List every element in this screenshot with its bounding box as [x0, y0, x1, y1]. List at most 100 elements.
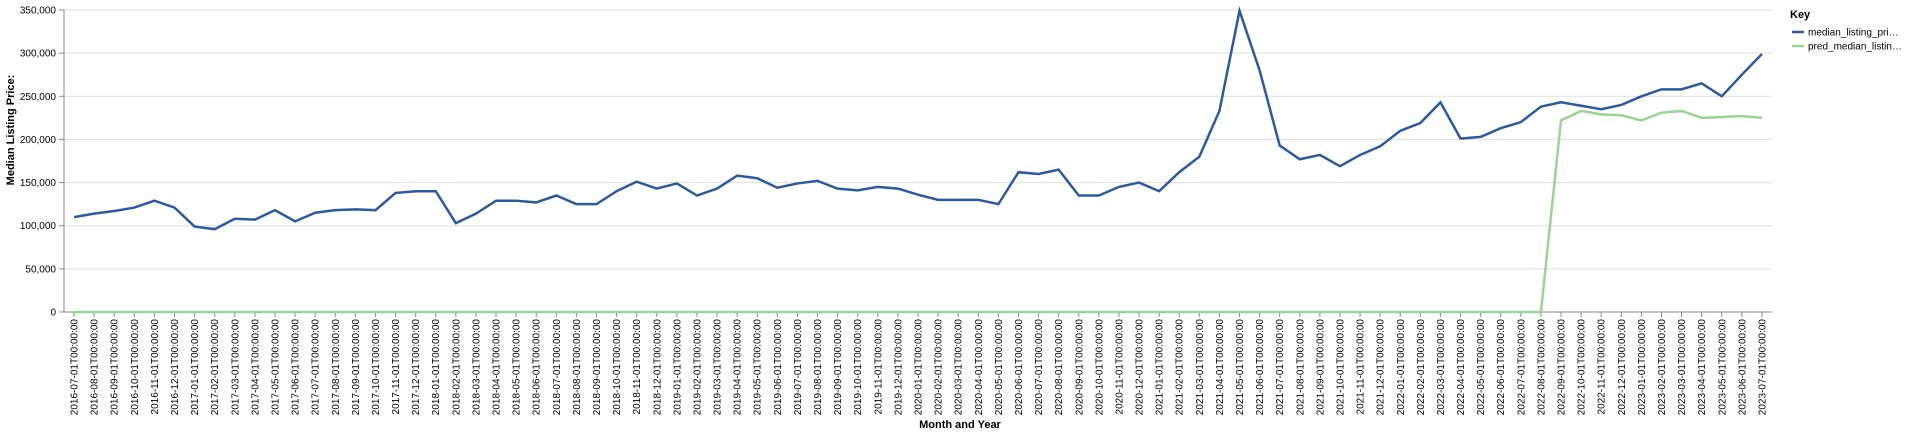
x-tick-label: 2018-11-01T00:00:00 [632, 319, 643, 415]
x-tick-label: 2016-12-01T00:00:00 [170, 319, 181, 416]
x-tick-label: 2017-03-01T00:00:00 [230, 319, 241, 416]
x-tick-label: 2016-08-01T00:00:00 [90, 319, 101, 416]
x-tick-label: 2023-07-01T00:00:00 [1757, 319, 1768, 416]
x-tick-label: 2019-02-01T00:00:00 [692, 319, 703, 416]
x-tick-label: 2016-09-01T00:00:00 [110, 319, 121, 416]
x-tick-label: 2019-03-01T00:00:00 [713, 319, 724, 416]
x-tick-label: 2017-02-01T00:00:00 [210, 319, 221, 416]
x-tick-label: 2022-11-01T00:00:00 [1597, 319, 1608, 415]
x-tick-label: 2018-07-01T00:00:00 [552, 319, 563, 416]
legend-label: pred_median_listin… [1808, 42, 1902, 53]
x-tick-label: 2017-01-01T00:00:00 [190, 319, 201, 416]
x-tick-label: 2022-08-01T00:00:00 [1536, 319, 1547, 416]
x-tick-label: 2020-05-01T00:00:00 [994, 319, 1005, 416]
x-tick-label: 2020-01-01T00:00:00 [914, 319, 925, 416]
x-tick-label: 2017-09-01T00:00:00 [351, 319, 362, 416]
x-tick-label: 2022-03-01T00:00:00 [1436, 319, 1447, 416]
x-tick-label: 2022-09-01T00:00:00 [1557, 319, 1568, 416]
x-tick-label: 2019-08-01T00:00:00 [813, 319, 824, 416]
x-tick-label: 2017-07-01T00:00:00 [311, 319, 322, 416]
y-tick-label: 200,000 [20, 135, 57, 146]
x-tick-label: 2020-10-01T00:00:00 [1094, 319, 1105, 416]
x-tick-label: 2021-08-01T00:00:00 [1295, 319, 1306, 416]
x-tick-label: 2021-12-01T00:00:00 [1376, 319, 1387, 416]
x-tick-label: 2021-06-01T00:00:00 [1255, 319, 1266, 416]
legend-label: median_listing_pri… [1808, 28, 1899, 39]
y-tick-label: 300,000 [20, 49, 57, 60]
x-tick-label: 2020-12-01T00:00:00 [1135, 319, 1146, 416]
x-tick-label: 2017-05-01T00:00:00 [270, 319, 281, 416]
x-tick-label: 2019-04-01T00:00:00 [733, 319, 744, 416]
x-tick-label: 2021-03-01T00:00:00 [1195, 319, 1206, 416]
x-tick-label: 2021-07-01T00:00:00 [1275, 319, 1286, 416]
x-tick-label: 2019-06-01T00:00:00 [773, 319, 784, 416]
x-tick-label: 2022-12-01T00:00:00 [1617, 319, 1628, 416]
x-tick-label: 2019-07-01T00:00:00 [793, 319, 804, 416]
x-tick-label: 2022-01-01T00:00:00 [1396, 319, 1407, 416]
y-tick-label: 150,000 [20, 178, 57, 189]
x-tick-label: 2018-08-01T00:00:00 [572, 319, 583, 416]
x-tick-label: 2020-06-01T00:00:00 [1014, 319, 1025, 416]
x-tick-label: 2018-04-01T00:00:00 [492, 319, 503, 416]
x-tick-label: 2023-06-01T00:00:00 [1737, 319, 1748, 416]
y-axis-title: Median Listing Price: [5, 75, 17, 186]
x-tick-label: 2021-05-01T00:00:00 [1235, 319, 1246, 416]
x-tick-label: 2016-07-01T00:00:00 [70, 319, 81, 416]
x-tick-label: 2017-12-01T00:00:00 [411, 319, 422, 416]
x-tick-label: 2018-12-01T00:00:00 [652, 319, 663, 416]
x-tick-label: 2018-01-01T00:00:00 [431, 319, 442, 416]
x-tick-label: 2022-10-01T00:00:00 [1577, 319, 1588, 416]
x-tick-label: 2022-02-01T00:00:00 [1416, 319, 1427, 416]
x-tick-label: 2018-06-01T00:00:00 [532, 319, 543, 416]
x-tick-label: 2017-04-01T00:00:00 [250, 319, 261, 416]
y-tick-label: 100,000 [20, 221, 57, 232]
x-tick-label: 2023-05-01T00:00:00 [1717, 319, 1728, 416]
x-tick-label: 2018-10-01T00:00:00 [612, 319, 623, 416]
y-tick-label: 350,000 [20, 6, 57, 17]
legend-title: Key [1790, 9, 1811, 21]
x-tick-label: 2020-03-01T00:00:00 [954, 319, 965, 416]
x-tick-label: 2016-10-01T00:00:00 [130, 319, 141, 416]
y-tick-label: 250,000 [20, 92, 57, 103]
x-tick-label: 2019-10-01T00:00:00 [853, 319, 864, 416]
x-tick-label: 2020-11-01T00:00:00 [1114, 319, 1125, 415]
x-tick-label: 2021-04-01T00:00:00 [1215, 319, 1226, 416]
line-series [73, 6, 1763, 231]
x-tick-label: 2019-05-01T00:00:00 [753, 319, 764, 416]
x-tick-label: 2023-02-01T00:00:00 [1657, 319, 1668, 416]
x-tick-label: 2020-08-01T00:00:00 [1054, 319, 1065, 416]
x-tick-label: 2020-04-01T00:00:00 [974, 319, 985, 416]
x-tick-label: 2017-10-01T00:00:00 [371, 319, 382, 416]
line-series [74, 109, 1763, 314]
x-tick-label: 2022-07-01T00:00:00 [1516, 319, 1527, 416]
x-tick-label: 2019-09-01T00:00:00 [833, 319, 844, 416]
x-tick-label: 2021-01-01T00:00:00 [1155, 319, 1166, 416]
x-tick-label: 2021-11-01T00:00:00 [1356, 319, 1367, 415]
x-tick-label: 2022-04-01T00:00:00 [1456, 319, 1467, 416]
x-tick-label: 2018-02-01T00:00:00 [451, 319, 462, 416]
x-tick-label: 2019-11-01T00:00:00 [873, 319, 884, 415]
x-tick-label: 2018-03-01T00:00:00 [471, 319, 482, 416]
y-tick-label: 0 [50, 308, 56, 319]
x-tick-label: 2022-05-01T00:00:00 [1476, 319, 1487, 416]
x-tick-label: 2018-05-01T00:00:00 [512, 319, 523, 416]
x-tick-label: 2018-09-01T00:00:00 [592, 319, 603, 416]
x-tick-label: 2021-10-01T00:00:00 [1335, 319, 1346, 416]
x-tick-label: 2016-11-01T00:00:00 [150, 319, 161, 415]
x-tick-label: 2023-04-01T00:00:00 [1697, 319, 1708, 416]
x-tick-label: 2023-03-01T00:00:00 [1677, 319, 1688, 416]
x-tick-label: 2017-06-01T00:00:00 [291, 319, 302, 416]
x-tick-label: 2017-11-01T00:00:00 [391, 319, 402, 415]
x-tick-label: 2021-02-01T00:00:00 [1175, 319, 1186, 416]
x-axis-title: Month and Year [919, 419, 1001, 431]
x-tick-label: 2019-01-01T00:00:00 [672, 319, 683, 416]
x-tick-label: 2017-08-01T00:00:00 [331, 319, 342, 416]
y-tick-label: 50,000 [25, 264, 56, 275]
x-tick-label: 2023-01-01T00:00:00 [1637, 319, 1648, 416]
x-tick-label: 2020-09-01T00:00:00 [1074, 319, 1085, 416]
x-tick-label: 2020-07-01T00:00:00 [1034, 319, 1045, 416]
x-tick-label: 2022-06-01T00:00:00 [1496, 319, 1507, 416]
x-tick-label: 2020-02-01T00:00:00 [934, 319, 945, 416]
x-tick-label: 2021-09-01T00:00:00 [1315, 319, 1326, 416]
